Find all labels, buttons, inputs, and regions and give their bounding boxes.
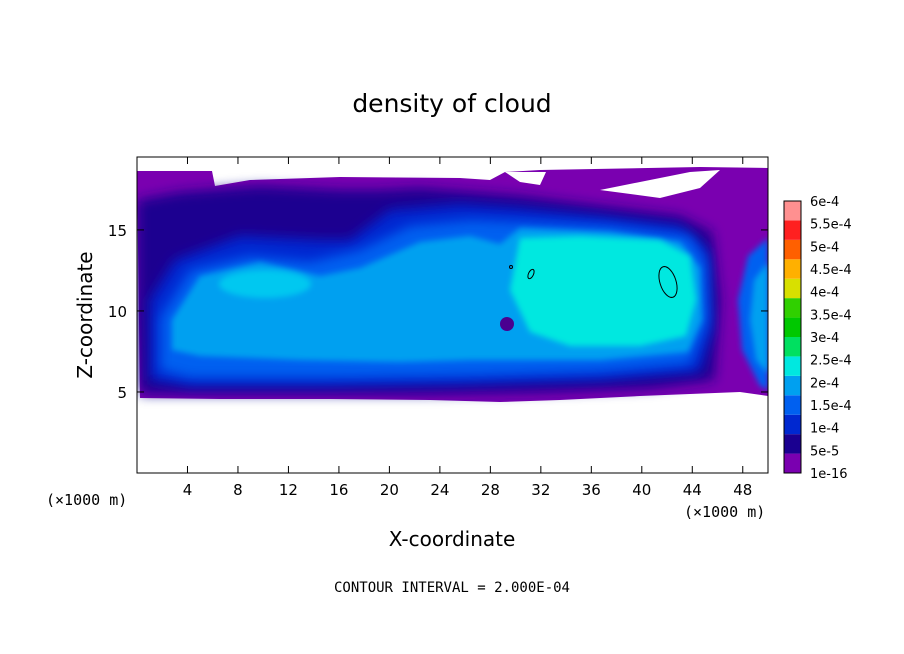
y-unit-label: (×1000 m) [46, 491, 127, 509]
colorbar-swatch [784, 239, 801, 260]
x-tick-label: 24 [430, 481, 449, 499]
clear-air-notch [600, 170, 720, 198]
colorbar-swatch [784, 337, 801, 357]
colorbar-frame [783, 200, 802, 474]
colorbar: 1e-16 5e-5 1e-4 1.5e-4 2e-4 2.5e-4 3e-4 3.5e-4 4… [783, 195, 852, 482]
contour-loop-mid [527, 268, 535, 280]
colorbar-swatch [784, 220, 801, 240]
y-tick-label: 10 [108, 303, 127, 321]
colorbar-label: 4.5e-4 [810, 263, 852, 278]
colorbar-label: 1.5e-4 [810, 399, 852, 414]
x-tick-label: 8 [233, 481, 243, 499]
plot-frame [136, 156, 769, 474]
colorbar-label: 3.5e-4 [810, 308, 852, 323]
contour-loop-right [658, 266, 678, 298]
colorbar-swatch [784, 453, 801, 473]
colorbar-swatch [784, 298, 801, 318]
x-tick-label: 20 [380, 481, 399, 499]
colorbar-swatch [784, 317, 801, 337]
colorbar-label: 2.5e-4 [810, 354, 852, 369]
y-tick-label: 5 [117, 384, 127, 402]
x-tick-label: 48 [733, 481, 752, 499]
colorbar-swatch [784, 434, 801, 454]
x-tick-label: 40 [632, 481, 651, 499]
colorbar-label: 4e-4 [810, 286, 839, 301]
x-tick-label: 12 [279, 481, 298, 499]
colorbar-swatch [784, 201, 801, 221]
x-tick-label: 44 [683, 481, 702, 499]
colorbar-label: 2e-4 [810, 376, 839, 391]
cloud-core-cyan [510, 236, 696, 346]
x-tick-label: 4 [183, 481, 193, 499]
colorbar-swatch [784, 395, 801, 415]
colorbar-label: 5e-5 [810, 444, 839, 459]
colorbar-label: 1e-16 [810, 467, 848, 482]
x-tick-label: 36 [582, 481, 601, 499]
colorbar-swatch [784, 375, 801, 396]
x-tick-label: 16 [329, 481, 348, 499]
x-axis-label: X-coordinate [389, 527, 516, 551]
y-tick-label: 15 [108, 222, 127, 240]
contour-interval-note: CONTOUR INTERVAL = 2.000E-04 [334, 580, 570, 596]
colorbar-swatch [784, 278, 801, 299]
colorbar-label: 5.5e-4 [810, 218, 852, 233]
x-unit-label: (×1000 m) [684, 503, 765, 521]
colorbar-swatch [784, 356, 801, 376]
colorbar-label: 1e-4 [810, 422, 839, 437]
heatmap-field [137, 167, 768, 402]
cloud-core-left [219, 270, 311, 298]
x-tick-label: 32 [531, 481, 550, 499]
y-axis-label: Z-coordinate [73, 251, 97, 378]
colorbar-label: 3e-4 [810, 331, 839, 346]
colorbar-swatch [784, 259, 801, 279]
right-edge-core [750, 262, 768, 374]
colorbar-label: 6e-4 [810, 195, 839, 210]
dark-vortex [500, 317, 514, 331]
x-tick-label: 28 [481, 481, 500, 499]
colorbar-swatch [784, 414, 801, 435]
x-ticks: 4 8 12 16 20 24 28 32 36 40 44 48 [183, 157, 752, 499]
chart-title: density of cloud [352, 89, 551, 118]
clear-air-notch [505, 172, 546, 185]
colorbar-label: 5e-4 [810, 240, 839, 255]
y-ticks: 5 10 15 [108, 222, 768, 402]
contour-loop-small [509, 265, 513, 269]
